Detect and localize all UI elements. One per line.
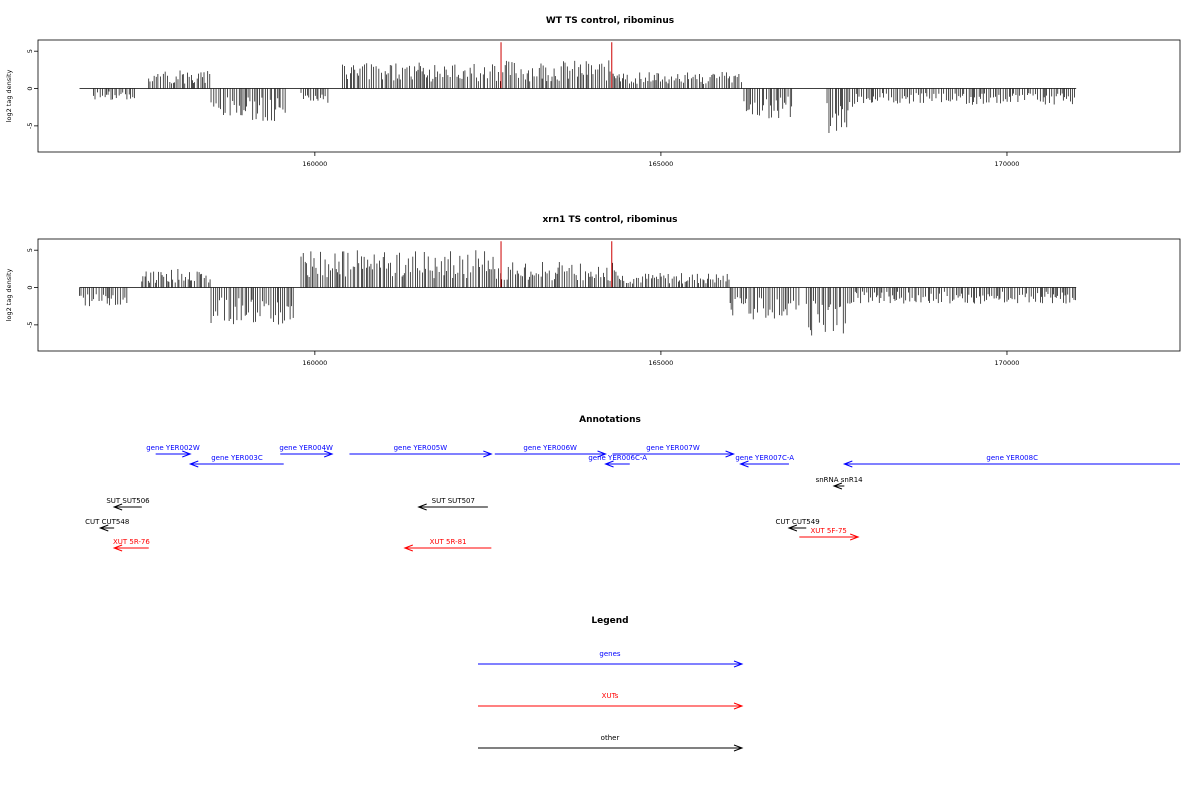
annotation-arrow: gene YER006C-A [588, 454, 647, 468]
panel-title: WT TS control, ribominus [546, 16, 674, 26]
annotation-label: gene YER002W [146, 444, 200, 452]
annotation-arrow: CUT CUT548 [85, 518, 129, 532]
legend-entry: other [478, 734, 744, 752]
legend: Legend genes XUTs other [478, 616, 744, 752]
x-tick-label: 160000 [302, 160, 327, 168]
y-tick-label: 0 [26, 86, 34, 90]
annotation-arrow: gene YER007W [612, 444, 736, 458]
y-axis-label: log2 tag density [5, 269, 13, 322]
annotation-label: gene YER006W [523, 444, 577, 452]
annotation-label: gene YER008C [986, 454, 1038, 462]
highlight-lines [500, 42, 613, 89]
annotation-features: gene YER002W gene YER003C gene YER004W gene… [85, 444, 1180, 552]
annotation-label: gene YER007C-A [735, 454, 794, 462]
x-tick-label: 165000 [648, 160, 673, 168]
legend-title: Legend [591, 616, 628, 626]
annotation-label: XUT 5R-81 [430, 538, 467, 546]
legend-entries: genes XUTs other [478, 650, 744, 752]
xrn1-density-panel: xrn1 TS control, ribominus 50-5 160000 16… [5, 215, 1181, 367]
density-bars [93, 60, 1075, 134]
annotation-label: XUT 5F-75 [811, 527, 847, 535]
annotation-label: SUT SUT506 [106, 497, 150, 505]
annotation-arrow: gene YER004W [279, 444, 334, 458]
legend-entry: XUTs [478, 692, 744, 710]
y-tick-label: -5 [26, 123, 34, 129]
annotation-label: gene YER007W [646, 444, 700, 452]
y-axis-label: log2 tag density [5, 70, 13, 123]
y-axis: 5 0 -5 [26, 49, 38, 129]
legend-label: other [601, 734, 620, 742]
annotation-arrow: XUT 5F-75 [799, 527, 860, 541]
x-tick-label: 165000 [648, 359, 673, 367]
x-tick-label: 170000 [995, 359, 1020, 367]
annotation-arrow: gene YER008C [842, 454, 1180, 468]
annotation-arrow: SUT SUT506 [106, 497, 150, 511]
x-axis: 160000 165000 170000 [302, 351, 1019, 367]
annotation-label: snRNA snR14 [816, 476, 864, 484]
annotation-label: gene YER005W [394, 444, 448, 452]
annotation-arrow: gene YER007C-A [735, 454, 794, 468]
annotation-arrow: CUT CUT549 [776, 518, 820, 532]
annotation-arrow: gene YER005W [349, 444, 493, 458]
annotation-arrow: XUT 5R-81 [403, 538, 492, 552]
panel-title: xrn1 TS control, ribominus [542, 215, 677, 225]
annotation-label: gene YER004W [279, 444, 333, 452]
plot-frame [37, 238, 1181, 352]
x-axis: 160000 165000 170000 [302, 152, 1019, 168]
annotation-arrow: snRNA snR14 [816, 476, 864, 490]
annotation-arrow: XUT 5R-76 [112, 538, 150, 552]
wt-density-panel: WT TS control, ribominus 5 0 -5 160000 1650… [5, 16, 1181, 168]
y-tick-label: 5 [26, 248, 34, 252]
annotation-arrow: gene YER006W [494, 444, 607, 458]
annotation-arrow: gene YER003C [188, 454, 284, 468]
legend-label: XUTs [602, 692, 619, 700]
annotation-label: CUT CUT549 [776, 518, 820, 526]
y-tick-label: 5 [26, 49, 34, 53]
annotations-title: Annotations [579, 415, 641, 425]
annotation-label: SUT SUT507 [432, 497, 475, 505]
annotation-label: XUT 5R-76 [113, 538, 150, 546]
x-tick-label: 170000 [995, 160, 1020, 168]
plot-frame [37, 39, 1181, 153]
annotation-arrow: gene YER002W [146, 444, 200, 458]
legend-entry: genes [478, 650, 744, 668]
annotation-label: gene YER003C [211, 454, 263, 462]
annotation-arrow: SUT SUT507 [417, 497, 488, 511]
annotation-label: CUT CUT548 [85, 518, 129, 526]
highlight-lines [500, 241, 613, 288]
x-tick-label: 160000 [302, 359, 327, 367]
y-tick-label: 0 [26, 285, 34, 289]
y-tick-label: -5 [26, 322, 34, 328]
annotation-label: gene YER006C-A [588, 454, 647, 462]
y-axis: 5 0 -5 [26, 248, 38, 328]
density-bars [79, 250, 1076, 336]
legend-label: genes [599, 650, 620, 658]
